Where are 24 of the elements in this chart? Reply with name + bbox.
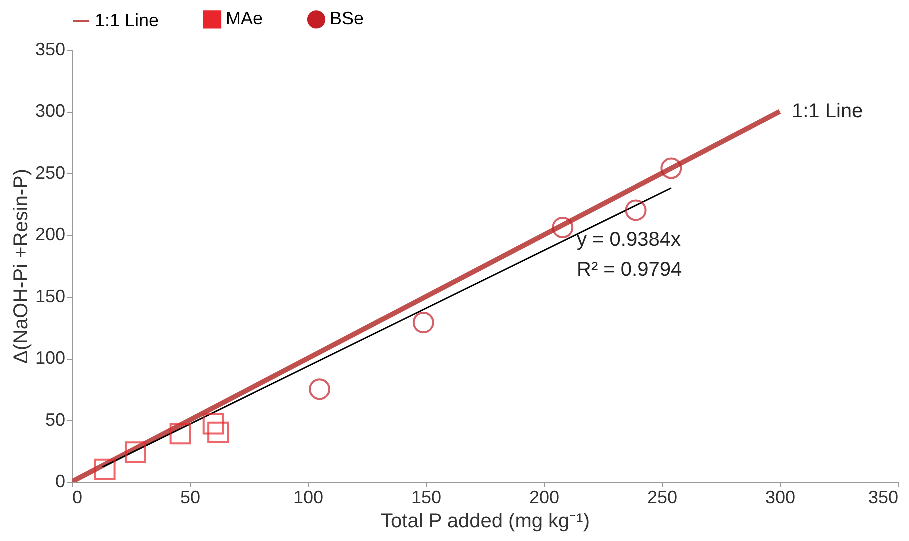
y-tick-label: 150: [35, 286, 66, 306]
legend-label: MAe: [226, 8, 264, 29]
x-axis-title: Total P added (mg kg⁻¹): [381, 510, 590, 532]
x-tick-label: 100: [293, 488, 324, 508]
x-tick-label: 50: [180, 488, 201, 508]
y-tick-label: 200: [35, 224, 66, 245]
y-tick-label: 100: [35, 348, 66, 368]
y-tick-label: 300: [35, 101, 66, 122]
y-tick-label: 0: [55, 472, 66, 492]
annotation: R² = 0.9794: [577, 259, 682, 281]
annotation: y = 0.9384x: [577, 229, 681, 251]
x-tick-label: 0: [72, 488, 83, 508]
y-tick-label: 350: [35, 40, 66, 60]
annotation: 1:1 Line: [792, 100, 864, 123]
x-tick-label: 150: [411, 488, 442, 508]
y-axis-title: Δ(NaOH-Pi +Resin-P): [10, 168, 32, 364]
legend-label: BSe: [330, 8, 364, 29]
y-tick-label: 50: [45, 410, 66, 430]
x-tick-label: 200: [529, 488, 560, 508]
x-tick-label: 300: [765, 488, 796, 508]
legend-label: 1:1 Line: [95, 10, 160, 30]
x-tick-label: 350: [868, 488, 898, 508]
y-tick-label: 250: [35, 162, 66, 183]
x-tick-label: 250: [647, 488, 678, 508]
